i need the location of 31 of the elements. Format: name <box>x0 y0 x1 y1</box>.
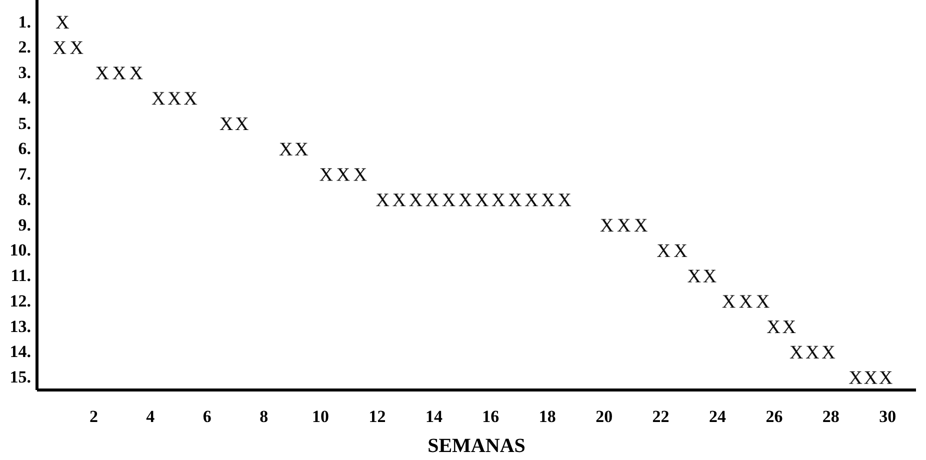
x-tick-label: 16 <box>482 407 500 426</box>
x-tick-label: 20 <box>596 407 613 426</box>
x-tick-label: 18 <box>538 407 556 426</box>
x-tick-label: 10 <box>312 407 330 426</box>
x-tick-label: 24 <box>709 407 727 426</box>
x-tick-label: 14 <box>425 407 443 426</box>
x-tick-label: 22 <box>652 407 670 426</box>
x-tick-label: 6 <box>202 407 212 426</box>
y-tick-label: 3. <box>18 63 31 82</box>
x-tick-label: 26 <box>766 407 783 426</box>
y-tick-label: 15. <box>10 368 31 387</box>
y-tick-label: 8. <box>18 190 31 209</box>
x-tick-label: 2 <box>89 407 98 426</box>
y-tick-label: 13. <box>10 316 31 336</box>
y-tick-label: 4. <box>18 88 31 108</box>
x-axis-title: SEMANAS <box>428 435 526 457</box>
y-tick-label: 12. <box>10 291 31 310</box>
y-tick-label: 2. <box>18 38 31 57</box>
x-tick-label: 4 <box>146 407 156 426</box>
y-tick-label: 6. <box>18 139 31 158</box>
y-tick-label: 7. <box>18 164 31 184</box>
x-tick-label: 8 <box>260 407 268 426</box>
y-tick-label: 9. <box>18 215 31 234</box>
y-tick-label: 5. <box>18 114 31 133</box>
x-tick-label: 28 <box>822 407 840 426</box>
y-tick-label: 1. <box>18 12 31 32</box>
y-tick-label: 10. <box>10 240 31 260</box>
y-tick-label: 14. <box>10 342 31 362</box>
x-tick-label: 12 <box>368 407 386 426</box>
x-tick-label: 30 <box>879 407 896 426</box>
y-tick-label: 11. <box>10 266 31 286</box>
